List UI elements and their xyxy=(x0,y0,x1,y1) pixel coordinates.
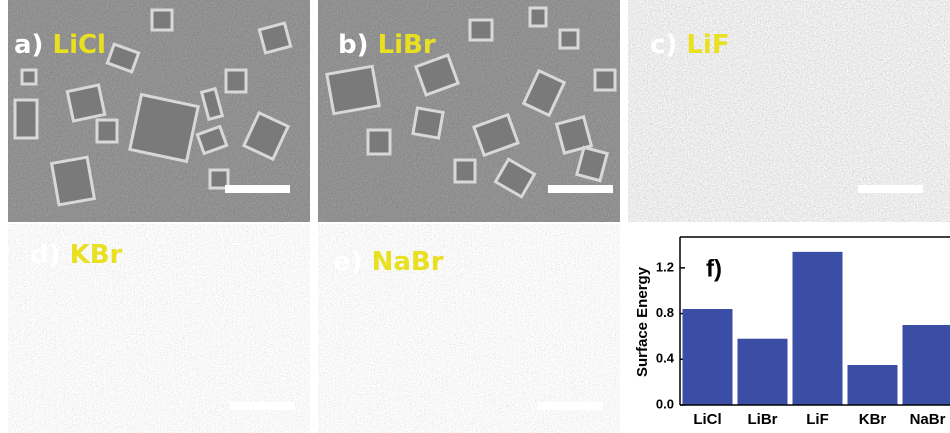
scale-bar xyxy=(858,185,923,193)
panel-label: a) LiCl xyxy=(14,30,106,60)
panel-label: f) xyxy=(706,255,722,282)
panel-b: b) LiBr xyxy=(318,0,620,222)
bar xyxy=(793,252,843,405)
panel-e: e) NaBr xyxy=(318,224,620,433)
x-tick-label: NaBr xyxy=(910,411,946,428)
x-tick-label: LiBr xyxy=(748,411,778,428)
y-tick-label: 0.8 xyxy=(656,305,674,320)
panel-label: b) LiBr xyxy=(338,30,436,60)
bar xyxy=(903,325,950,405)
y-tick-label: 0.0 xyxy=(656,396,674,411)
scale-bar xyxy=(230,402,295,410)
panel-a: a) LiCl xyxy=(8,0,310,222)
bar xyxy=(738,339,788,405)
y-tick-label: 1.2 xyxy=(656,259,674,274)
chart-background xyxy=(628,224,950,433)
panel-c: c) LiF xyxy=(628,0,950,222)
scale-bar xyxy=(225,185,290,193)
panel-label: e) NaBr xyxy=(333,247,444,277)
y-axis-label: Surface Energy xyxy=(634,266,651,377)
x-tick-label: KBr xyxy=(859,411,887,428)
panel-label: d) KBr xyxy=(30,240,123,270)
panel-label: c) LiF xyxy=(650,30,730,60)
figure: a) LiCl b) LiBr c) LiF xyxy=(0,0,950,433)
x-tick-label: LiF xyxy=(806,411,829,428)
panel-d: d) KBr xyxy=(8,224,310,433)
scale-bar xyxy=(548,185,613,193)
bar xyxy=(848,365,898,405)
x-tick-label: LiCl xyxy=(693,411,721,428)
bar xyxy=(683,309,733,405)
scale-bar xyxy=(538,402,603,410)
bar-chart: f) Surface Energy 0.0 0.4 0.8 1.2 LiCl LiBr Li… xyxy=(628,224,950,433)
y-tick-label: 0.4 xyxy=(656,351,675,366)
